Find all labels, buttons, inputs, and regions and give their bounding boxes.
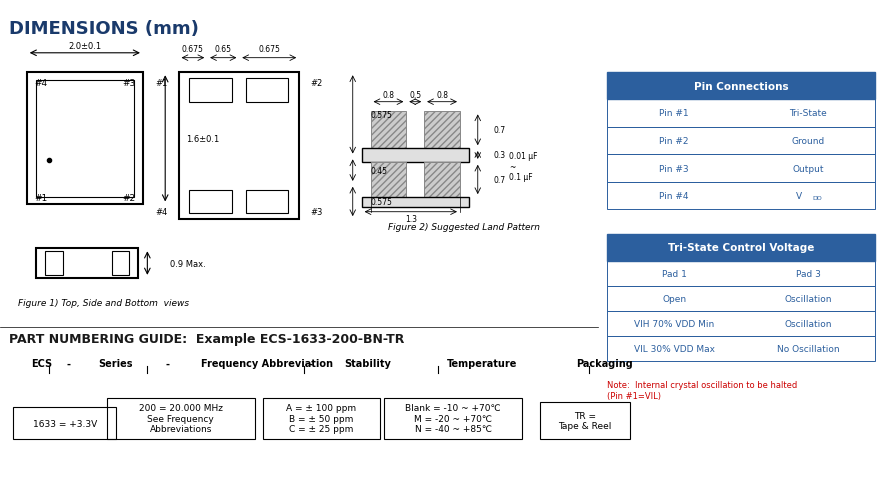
Text: Pin #2: Pin #2 — [659, 137, 689, 146]
Bar — [384, 398, 522, 439]
Text: A = ± 100 ppm
B = ± 50 ppm
C = ± 25 ppm: A = ± 100 ppm B = ± 50 ppm C = ± 25 ppm — [287, 404, 356, 433]
Text: -: - — [67, 359, 71, 368]
Bar — [607, 261, 875, 286]
Text: 0.675: 0.675 — [258, 45, 280, 54]
Text: No Oscillation: No Oscillation — [777, 344, 839, 353]
Bar — [607, 73, 875, 100]
Text: Oscillation: Oscillation — [784, 319, 832, 328]
Bar — [246, 190, 288, 214]
Text: Tri-State Control Voltage: Tri-State Control Voltage — [668, 243, 814, 252]
Text: Packaging: Packaging — [576, 359, 633, 368]
Bar — [607, 183, 875, 210]
Text: Note:  Internal crystal oscillation to be halted
(Pin #1=VIL): Note: Internal crystal oscillation to be… — [607, 381, 797, 400]
Bar — [424, 112, 460, 149]
Text: 0.575: 0.575 — [371, 111, 392, 120]
Text: 0.8: 0.8 — [436, 91, 448, 100]
Text: #2: #2 — [310, 79, 322, 87]
Text: Series: Series — [98, 359, 133, 368]
Bar — [179, 73, 299, 220]
Text: 0.5: 0.5 — [409, 91, 421, 100]
Text: Pin #4: Pin #4 — [659, 192, 689, 201]
Text: Stability: Stability — [344, 359, 390, 368]
Text: 0.65: 0.65 — [214, 45, 232, 54]
Bar — [13, 407, 116, 439]
Bar — [189, 190, 232, 214]
Text: #1: #1 — [155, 79, 168, 87]
Bar — [112, 251, 129, 276]
Text: -: - — [165, 359, 169, 368]
Bar — [607, 336, 875, 361]
Text: 0.3: 0.3 — [494, 151, 506, 160]
Bar — [424, 163, 460, 198]
Text: Figure 2) Suggested Land Pattern: Figure 2) Suggested Land Pattern — [388, 223, 540, 231]
Text: 2.0±0.1: 2.0±0.1 — [68, 42, 102, 51]
Text: -: - — [308, 359, 312, 368]
Bar — [371, 163, 406, 198]
Text: 0.9 Max.: 0.9 Max. — [170, 259, 205, 268]
Text: PART NUMBERING GUIDE:  Example ECS-1633-200-BN-TR: PART NUMBERING GUIDE: Example ECS-1633-2… — [9, 333, 405, 346]
Bar — [362, 198, 469, 207]
Text: 0.7: 0.7 — [494, 176, 506, 184]
Bar — [189, 79, 232, 102]
Text: 0.8: 0.8 — [382, 91, 395, 100]
Text: 0.45: 0.45 — [371, 166, 388, 175]
Text: 0.575: 0.575 — [371, 198, 392, 206]
Text: VIH 70% VDD Min: VIH 70% VDD Min — [634, 319, 714, 328]
Text: Pin #3: Pin #3 — [659, 164, 689, 173]
Text: 0.7: 0.7 — [494, 126, 506, 135]
Text: Pad 3: Pad 3 — [796, 269, 821, 278]
Text: Pad 1: Pad 1 — [662, 269, 687, 278]
Bar — [36, 249, 138, 278]
Bar — [27, 73, 143, 205]
Bar — [607, 311, 875, 336]
Bar — [371, 112, 406, 149]
Bar — [607, 234, 875, 261]
Text: Output: Output — [792, 164, 824, 173]
Text: Open: Open — [662, 294, 687, 303]
Text: V: V — [797, 192, 802, 201]
Bar — [246, 79, 288, 102]
Text: #3: #3 — [310, 208, 322, 217]
Text: #1: #1 — [34, 193, 47, 202]
Bar — [607, 155, 875, 183]
Text: #3: #3 — [122, 79, 136, 87]
Text: 0.01 μF
~
0.1 μF: 0.01 μF ~ 0.1 μF — [509, 152, 538, 182]
Text: #4: #4 — [155, 208, 168, 217]
Bar — [45, 251, 63, 276]
Bar — [36, 81, 134, 198]
Text: Ground: Ground — [791, 137, 825, 146]
Bar — [540, 403, 630, 439]
Text: Tri-State: Tri-State — [789, 109, 827, 118]
Bar — [607, 127, 875, 155]
Bar — [362, 149, 469, 163]
Text: Frequency Abbreviation: Frequency Abbreviation — [201, 359, 333, 368]
Text: 1.6±0.1: 1.6±0.1 — [186, 135, 219, 143]
Text: VIL 30% VDD Max: VIL 30% VDD Max — [634, 344, 714, 353]
Text: #4: #4 — [34, 79, 47, 87]
Text: #2: #2 — [122, 193, 136, 202]
Text: ECS: ECS — [31, 359, 53, 368]
Text: 200 = 20.000 MHz
See Frequency
Abbreviations: 200 = 20.000 MHz See Frequency Abbreviat… — [138, 404, 223, 433]
Text: Temperature: Temperature — [446, 359, 517, 368]
Bar — [107, 398, 255, 439]
Text: 1633 = +3.3V: 1633 = +3.3V — [33, 419, 96, 428]
Text: 1.3: 1.3 — [405, 214, 417, 223]
Text: TR =
Tape & Reel: TR = Tape & Reel — [558, 411, 612, 430]
Text: DIMENSIONS (mm): DIMENSIONS (mm) — [9, 20, 199, 38]
Text: Pin #1: Pin #1 — [659, 109, 689, 118]
Bar — [263, 398, 380, 439]
Text: DD: DD — [813, 196, 822, 201]
Text: Oscillation: Oscillation — [784, 294, 832, 303]
Text: 0.675: 0.675 — [182, 45, 204, 54]
Bar — [607, 100, 875, 127]
Text: Pin Connections: Pin Connections — [694, 81, 789, 91]
Text: Blank = -10 ~ +70℃
M = -20 ~ +70℃
N = -40 ~ +85℃: Blank = -10 ~ +70℃ M = -20 ~ +70℃ N = -4… — [405, 404, 501, 433]
Bar — [607, 286, 875, 311]
Text: Figure 1) Top, Side and Bottom  views: Figure 1) Top, Side and Bottom views — [18, 298, 189, 307]
